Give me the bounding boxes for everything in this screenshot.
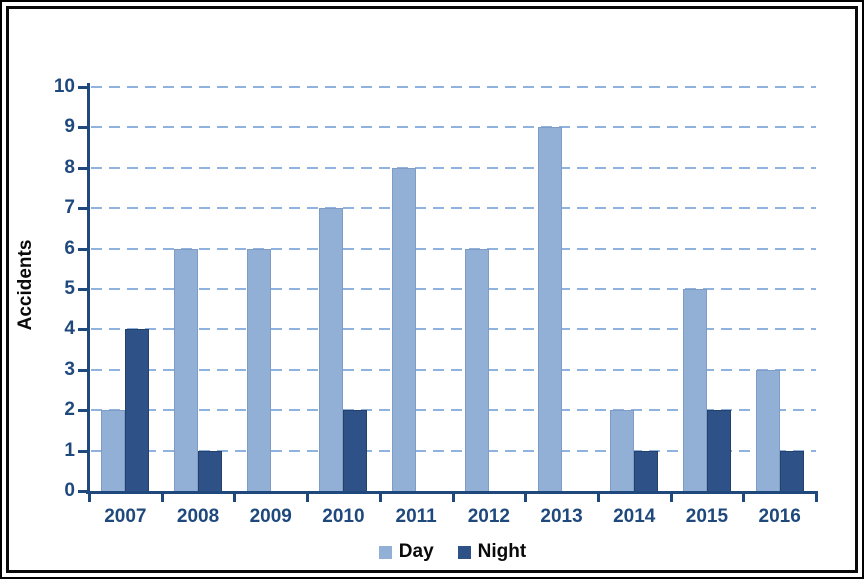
bar-night-2014 [634, 450, 659, 491]
legend-swatch-night [457, 545, 471, 559]
x-tick-mark-6 [524, 493, 528, 502]
x-tick-mark-8 [669, 493, 673, 502]
y-tick-label-9: 9 [64, 116, 75, 138]
gridline-y3 [91, 368, 816, 371]
y-tick-mark-1 [78, 449, 87, 453]
bar-day-2010 [319, 208, 344, 491]
y-tick-mark-3 [78, 368, 87, 372]
bar-day-2011 [392, 167, 417, 491]
y-tick-label-0: 0 [64, 480, 75, 501]
chart-legend: Day Night [89, 541, 816, 563]
x-tick-mark-1 [160, 493, 164, 502]
x-tick-mark-10 [815, 493, 818, 502]
x-category-label-2014: 2014 [613, 506, 656, 527]
y-tick-label-3: 3 [64, 358, 75, 380]
legend-item-day: Day [378, 541, 434, 563]
y-tick-label-2: 2 [64, 399, 75, 421]
bar-day-2016 [755, 369, 780, 491]
x-category-label-2013: 2013 [540, 506, 583, 527]
x-category-label-2016: 2016 [758, 506, 801, 527]
y-tick-label-8: 8 [64, 156, 75, 178]
bar-night-2015 [706, 410, 731, 491]
gridline-y9 [91, 126, 816, 129]
y-tick-mark-5 [78, 288, 87, 291]
bar-day-2012 [464, 248, 489, 491]
x-category-label-2012: 2012 [467, 506, 510, 527]
legend-label-day: Day [398, 541, 434, 562]
y-tick-mark-7 [78, 207, 87, 211]
y-tick-label-5: 5 [64, 278, 75, 299]
bar-day-2013 [537, 127, 562, 491]
chart-frame: Accidents 0 1 2 3 4 5 6 7 8 9 10 2007 2008 2009 2010 2… [6, 6, 858, 573]
y-tick-mark-10 [78, 86, 87, 89]
y-tick-label-6: 6 [64, 237, 75, 259]
legend-label-night: Night [477, 541, 527, 562]
x-tick-mark-2 [233, 493, 237, 502]
gridline-y6 [91, 247, 816, 250]
bar-day-2007 [101, 410, 126, 491]
x-category-label-2011: 2011 [395, 506, 437, 527]
x-category-label-2008: 2008 [176, 506, 220, 527]
gridline-y7 [91, 207, 816, 210]
y-tick-label-4: 4 [64, 318, 75, 340]
plot-area [78, 83, 818, 502]
y-tick-mark-2 [78, 409, 87, 413]
y-axis-line [87, 83, 90, 494]
y-tick-mark-4 [78, 328, 87, 332]
y-tick-mark-9 [78, 126, 87, 130]
accidents-bar-chart: Accidents 0 1 2 3 4 5 6 7 8 9 10 2007 2008 2009 2010 2… [9, 9, 855, 570]
gridline-y5 [91, 288, 816, 290]
bar-night-2007 [125, 329, 150, 491]
x-tick-mark-5 [451, 493, 455, 502]
bar-night-2008 [198, 450, 223, 491]
gridline-y10 [91, 86, 816, 88]
legend-item-night: Night [457, 541, 527, 563]
gridline-y1 [91, 449, 816, 452]
x-tick-mark-9 [742, 493, 746, 502]
y-tick-label-1: 1 [64, 439, 75, 461]
x-tick-mark-0 [88, 493, 91, 502]
y-tick-mark-0 [78, 490, 87, 493]
y-tick-mark-6 [78, 247, 87, 251]
gridline-y2 [91, 409, 816, 412]
gridline-y8 [91, 166, 816, 169]
x-tick-mark-3 [306, 493, 310, 502]
x-tick-mark-7 [596, 493, 600, 502]
bar-day-2014 [610, 410, 635, 491]
y-tick-mark-8 [78, 166, 87, 170]
y-tick-label-7: 7 [64, 197, 75, 219]
bar-night-2016 [779, 450, 804, 491]
x-axis-line [86, 491, 818, 494]
x-tick-mark-4 [378, 493, 382, 502]
y-tick-label-10: 10 [53, 76, 75, 97]
legend-swatch-day [378, 545, 392, 559]
x-category-label-2010: 2010 [322, 506, 365, 527]
x-category-label-2015: 2015 [685, 506, 729, 527]
bar-night-2010 [343, 410, 368, 491]
bar-day-2008 [174, 248, 199, 491]
x-category-label-2007: 2007 [104, 506, 147, 527]
bar-day-2009 [246, 248, 271, 491]
bar-day-2015 [682, 289, 707, 491]
x-category-label-2009: 2009 [249, 506, 292, 527]
gridline-y4 [91, 328, 816, 331]
